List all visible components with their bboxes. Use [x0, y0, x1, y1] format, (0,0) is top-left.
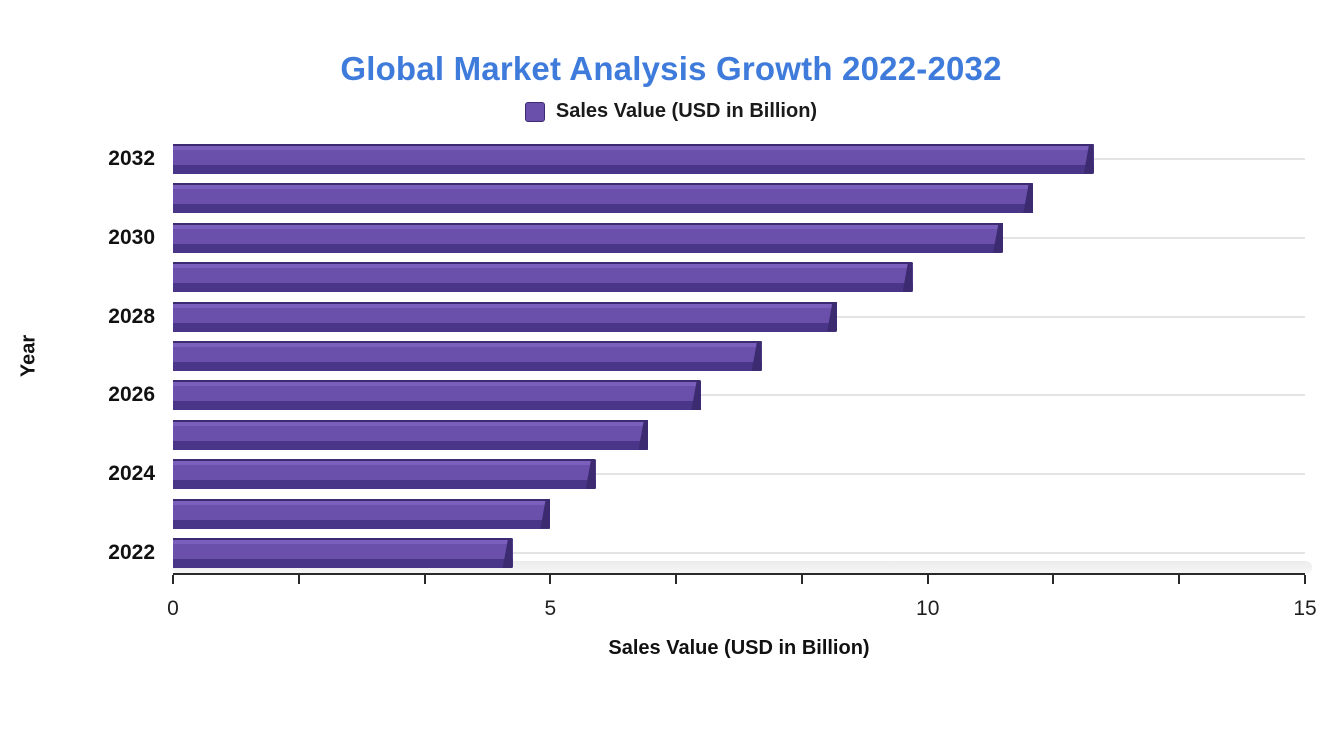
bar-row-2022: 2022	[0, 534, 1305, 573]
x-axis-tick	[1304, 575, 1306, 584]
y-tick-label-2030: 2030	[108, 225, 155, 249]
x-tick-label-0: 0	[167, 597, 179, 620]
gridline	[173, 473, 1305, 476]
x-tick-label-5: 5	[544, 597, 557, 620]
x-axis-tick	[297, 575, 300, 584]
bar-row-2031	[0, 178, 1305, 217]
x-axis-tick	[549, 575, 552, 584]
y-tick-label-2026: 2026	[108, 383, 155, 407]
y-tick-label-2024: 2024	[108, 462, 155, 486]
bar-track	[173, 376, 1305, 415]
bar-2027[interactable]	[173, 340, 762, 371]
bar-track	[173, 178, 1305, 217]
bar-track	[173, 139, 1305, 178]
bar-row-2030: 2030	[0, 218, 1305, 257]
bar-row-2026: 2026	[0, 376, 1305, 415]
bar-track	[173, 257, 1305, 296]
bar-track	[173, 455, 1305, 494]
bar-row-2028: 2028	[0, 297, 1305, 336]
gridline	[173, 394, 1305, 397]
y-tick-label-2032: 2032	[108, 146, 155, 170]
x-axis-tick	[926, 575, 929, 584]
y-tick-label-2028: 2028	[108, 304, 155, 328]
legend-label: Sales Value (USD in Billion)	[555, 100, 818, 122]
bar-2029[interactable]	[173, 262, 913, 293]
x-axis-line	[173, 573, 1305, 575]
bar-row-2023	[0, 494, 1305, 533]
bar-track	[173, 336, 1305, 375]
chart-title: Global Market Analysis Growth 2022-2032	[340, 50, 1002, 87]
bar-2031[interactable]	[173, 183, 1034, 214]
bar-row-2024: 2024	[0, 455, 1305, 494]
x-axis-tick	[1052, 575, 1055, 584]
bar-2028[interactable]	[173, 301, 838, 332]
bar-track	[173, 415, 1305, 454]
x-axis-tick	[800, 575, 803, 584]
bar-track	[173, 297, 1305, 336]
x-tick-label-10: 10	[916, 597, 940, 620]
bar-2026[interactable]	[173, 380, 702, 411]
legend-swatch	[524, 101, 545, 122]
plot-area: 2032 2030 2028 2026 2024 2022	[0, 139, 1305, 573]
bar-2023[interactable]	[173, 498, 551, 529]
bar-track	[173, 534, 1305, 573]
legend[interactable]: Sales Value (USD in Billion)	[0, 100, 1342, 123]
x-axis-tick	[423, 575, 426, 584]
plot-region: Year 2032 2030 2028 2026 2024 2022	[0, 139, 1342, 574]
bar-2022[interactable]	[173, 538, 513, 569]
x-axis-tick	[172, 575, 174, 584]
x-axis-title: Sales Value (USD in Billion)	[608, 637, 870, 659]
x-axis-tick	[1178, 575, 1181, 584]
x-axis-tick	[675, 575, 678, 584]
bar-2030[interactable]	[173, 222, 1004, 253]
x-axis: 0 5 10 15	[167, 573, 1317, 635]
bar-row-2029	[0, 257, 1305, 296]
bar-track	[173, 218, 1305, 257]
x-tick-label-15: 15	[1293, 597, 1317, 620]
bar-2032[interactable]	[173, 143, 1094, 174]
y-tick-label-2022: 2022	[108, 541, 155, 565]
bar-row-2032: 2032	[0, 139, 1305, 178]
bar-row-2027	[0, 336, 1305, 375]
bar-2025[interactable]	[173, 419, 649, 450]
gridline	[173, 552, 1305, 555]
bar-2024[interactable]	[173, 459, 596, 490]
bar-track	[173, 494, 1305, 533]
bar-row-2025	[0, 415, 1305, 454]
